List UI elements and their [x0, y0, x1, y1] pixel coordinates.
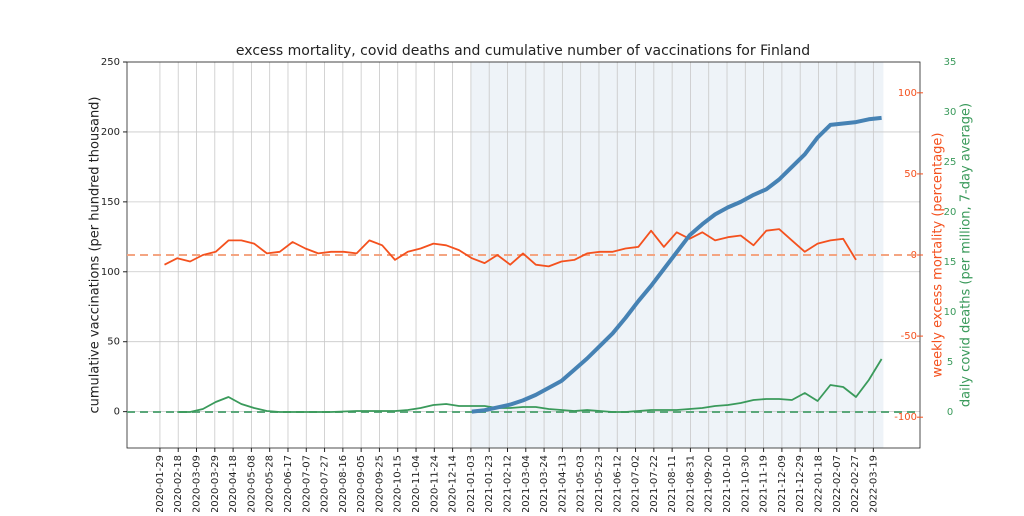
x-tick-label: 2020-08-16: [338, 455, 349, 512]
x-tick-label: 2021-12-29: [795, 455, 806, 512]
x-tick-label: 2022-02-27: [850, 455, 861, 512]
y-tick-label: 100: [101, 267, 120, 278]
y-axis-label: cumulative vaccinations (per hundred tho…: [88, 96, 103, 413]
x-tick-label: 2020-11-24: [429, 455, 440, 512]
y3-tick-label: 20: [944, 207, 957, 218]
x-tick-label: 2021-03-24: [539, 455, 550, 512]
x-tick-label: 2020-10-15: [393, 455, 404, 512]
x-tick-label: 2020-02-18: [173, 455, 184, 512]
series-line: [164, 228, 857, 268]
series-line: [471, 115, 882, 414]
x-tick-label: 2020-09-25: [374, 455, 385, 512]
x-tick-label: 2021-01-23: [484, 455, 495, 512]
y2-tick-label: -50: [901, 331, 917, 342]
y2-tick-label: 50: [904, 169, 917, 180]
y-tick-label: 50: [107, 337, 120, 348]
x-tick-label: 2020-07-27: [320, 455, 331, 512]
y3-tick-label: 0: [947, 407, 953, 418]
x-tick-label: 2021-12-09: [777, 455, 788, 512]
x-tick-label: 2020-11-04: [411, 455, 422, 512]
y2-tick-label: 100: [898, 88, 917, 99]
x-tick-label: 2020-05-28: [265, 455, 276, 512]
x-tick-label: 2022-02-07: [832, 455, 843, 512]
y2-tick-label: -100: [894, 412, 917, 423]
y-tick-label: 200: [101, 127, 120, 138]
x-tick-label: 2020-03-29: [210, 455, 221, 512]
x-tick-label: 2021-02-12: [502, 455, 513, 512]
series-line: [177, 358, 883, 413]
x-tick-label: 2022-01-18: [813, 455, 824, 512]
y3-tick-label: 10: [944, 307, 957, 318]
x-tick-label: 2020-09-05: [356, 455, 367, 512]
x-tick-label: 2021-09-20: [704, 455, 715, 512]
y3-tick-label: 30: [944, 107, 957, 118]
y3-tick-label: 15: [944, 257, 957, 268]
x-tick-label: 2020-12-14: [448, 455, 459, 512]
x-tick-label: 2021-01-03: [466, 455, 477, 512]
y3-tick-label: 5: [947, 357, 953, 368]
x-tick-label: 2021-07-02: [631, 455, 642, 512]
y3-tick-label: 25: [944, 157, 957, 168]
x-tick-label: 2021-05-03: [576, 455, 587, 512]
y3-axis-label: daily covid deaths (per million, 7-day a…: [959, 103, 974, 407]
y-tick-label: 0: [114, 407, 120, 418]
x-tick-label: 2021-04-13: [557, 455, 568, 512]
x-tick-label: 2020-05-08: [246, 455, 257, 512]
y-tick-label: 250: [101, 57, 120, 68]
x-tick-label: 2020-07-07: [301, 455, 312, 512]
x-tick-label: 2021-10-10: [722, 455, 733, 512]
x-tick-label: 2021-10-30: [740, 455, 751, 512]
x-tick-label: 2022-03-19: [868, 455, 879, 512]
x-tick-label: 2021-08-11: [667, 455, 678, 512]
x-tick-label: 2021-06-12: [612, 455, 623, 512]
y3-tick-label: 35: [944, 57, 957, 68]
x-tick-label: 2020-04-18: [228, 455, 239, 512]
chart-title: excess mortality, covid deaths and cumul…: [236, 43, 810, 59]
x-tick-label: 2020-03-09: [192, 455, 203, 512]
x-tick-label: 2020-01-29: [155, 455, 166, 512]
x-tick-label: 2021-11-19: [759, 455, 770, 512]
x-tick-label: 2020-06-17: [283, 455, 294, 512]
x-tick-label: 2021-03-04: [521, 455, 532, 512]
x-tick-label: 2021-07-22: [649, 455, 660, 512]
x-tick-label: 2021-05-23: [594, 455, 605, 512]
y-tick-label: 150: [101, 197, 120, 208]
x-tick-label: 2021-08-31: [685, 455, 696, 512]
y2-axis-label: weekly excess mortality (percentage): [931, 133, 946, 378]
